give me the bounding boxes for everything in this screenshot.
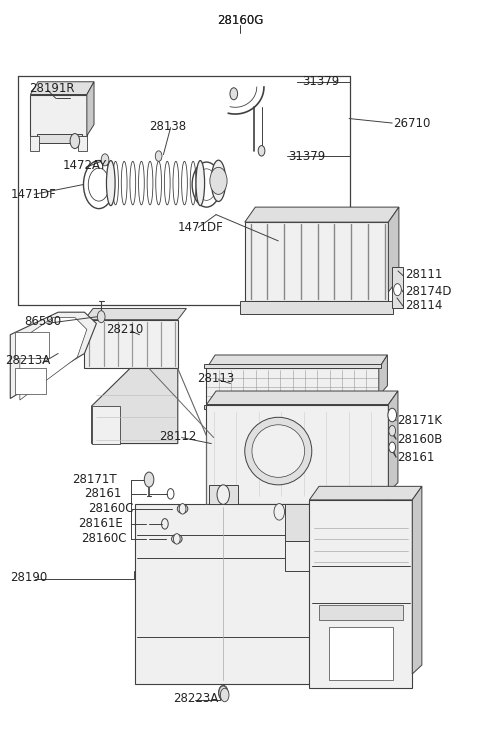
Text: 28171K: 28171K xyxy=(397,414,442,427)
Polygon shape xyxy=(310,500,412,687)
Circle shape xyxy=(218,685,228,700)
Circle shape xyxy=(274,504,285,520)
Polygon shape xyxy=(209,485,238,504)
Polygon shape xyxy=(262,504,298,520)
Text: 31379: 31379 xyxy=(288,150,325,162)
Circle shape xyxy=(220,688,229,702)
Polygon shape xyxy=(92,406,120,444)
Polygon shape xyxy=(379,355,387,396)
Polygon shape xyxy=(412,487,422,674)
Text: 28160B: 28160B xyxy=(397,432,443,445)
Circle shape xyxy=(156,151,162,162)
Text: 28111: 28111 xyxy=(405,268,443,281)
Polygon shape xyxy=(30,95,87,136)
Text: 86590: 86590 xyxy=(24,315,62,329)
Circle shape xyxy=(144,472,154,487)
Text: 28160G: 28160G xyxy=(217,14,263,27)
Text: 28161: 28161 xyxy=(397,450,434,463)
Text: 28171T: 28171T xyxy=(72,473,117,486)
Polygon shape xyxy=(84,308,186,320)
Circle shape xyxy=(217,485,229,505)
Text: 28210: 28210 xyxy=(106,323,143,336)
Circle shape xyxy=(258,146,265,156)
Polygon shape xyxy=(328,627,393,680)
Text: 28113: 28113 xyxy=(197,371,234,385)
Ellipse shape xyxy=(196,161,204,205)
Polygon shape xyxy=(84,320,178,368)
Polygon shape xyxy=(15,332,48,358)
Polygon shape xyxy=(392,267,403,308)
Polygon shape xyxy=(30,82,94,95)
Polygon shape xyxy=(388,391,398,493)
Circle shape xyxy=(101,154,109,166)
Text: 28213A: 28213A xyxy=(5,354,51,368)
Polygon shape xyxy=(20,317,87,400)
Polygon shape xyxy=(15,368,46,394)
Ellipse shape xyxy=(177,505,188,514)
Polygon shape xyxy=(135,504,312,684)
Polygon shape xyxy=(10,312,96,399)
Circle shape xyxy=(394,284,401,296)
Polygon shape xyxy=(388,207,399,292)
Text: 28160G: 28160G xyxy=(217,14,263,27)
Polygon shape xyxy=(240,301,393,314)
Polygon shape xyxy=(319,605,403,620)
Circle shape xyxy=(219,686,228,699)
Ellipse shape xyxy=(211,160,226,202)
Text: 28223A: 28223A xyxy=(173,693,218,705)
Polygon shape xyxy=(30,136,39,151)
Text: 1471DF: 1471DF xyxy=(178,221,224,234)
Text: 28114: 28114 xyxy=(405,299,443,312)
Ellipse shape xyxy=(252,425,305,478)
Polygon shape xyxy=(286,504,317,541)
Polygon shape xyxy=(310,487,422,500)
Polygon shape xyxy=(204,364,381,368)
Polygon shape xyxy=(245,207,399,222)
Ellipse shape xyxy=(245,417,312,485)
Text: 28161: 28161 xyxy=(84,487,122,500)
Polygon shape xyxy=(92,368,178,444)
Polygon shape xyxy=(206,355,387,368)
Polygon shape xyxy=(206,368,379,405)
Circle shape xyxy=(210,168,227,194)
Circle shape xyxy=(97,311,105,323)
Ellipse shape xyxy=(107,161,115,205)
Polygon shape xyxy=(206,391,398,405)
Circle shape xyxy=(70,134,80,149)
Circle shape xyxy=(230,88,238,100)
Polygon shape xyxy=(245,222,388,301)
Text: 28191R: 28191R xyxy=(29,82,75,95)
Polygon shape xyxy=(36,134,82,144)
Circle shape xyxy=(389,426,396,436)
Text: 28112: 28112 xyxy=(158,429,196,442)
Text: 28160C: 28160C xyxy=(81,532,127,545)
Circle shape xyxy=(179,504,186,514)
Polygon shape xyxy=(87,82,94,136)
Circle shape xyxy=(173,534,180,544)
Polygon shape xyxy=(78,136,87,151)
Text: 1472AY: 1472AY xyxy=(63,159,107,172)
Ellipse shape xyxy=(171,535,182,544)
Text: 28138: 28138 xyxy=(149,120,186,132)
Polygon shape xyxy=(206,405,388,504)
Text: 28174D: 28174D xyxy=(405,285,452,298)
Circle shape xyxy=(389,442,396,453)
Text: 1471DF: 1471DF xyxy=(10,188,56,201)
Text: 28161E: 28161E xyxy=(78,517,122,530)
Text: 28160C: 28160C xyxy=(88,502,133,515)
Text: 26710: 26710 xyxy=(393,117,431,129)
Text: 28190: 28190 xyxy=(10,571,48,584)
Text: 31379: 31379 xyxy=(302,75,339,88)
Polygon shape xyxy=(286,541,317,572)
Polygon shape xyxy=(204,405,381,409)
Circle shape xyxy=(388,408,396,422)
